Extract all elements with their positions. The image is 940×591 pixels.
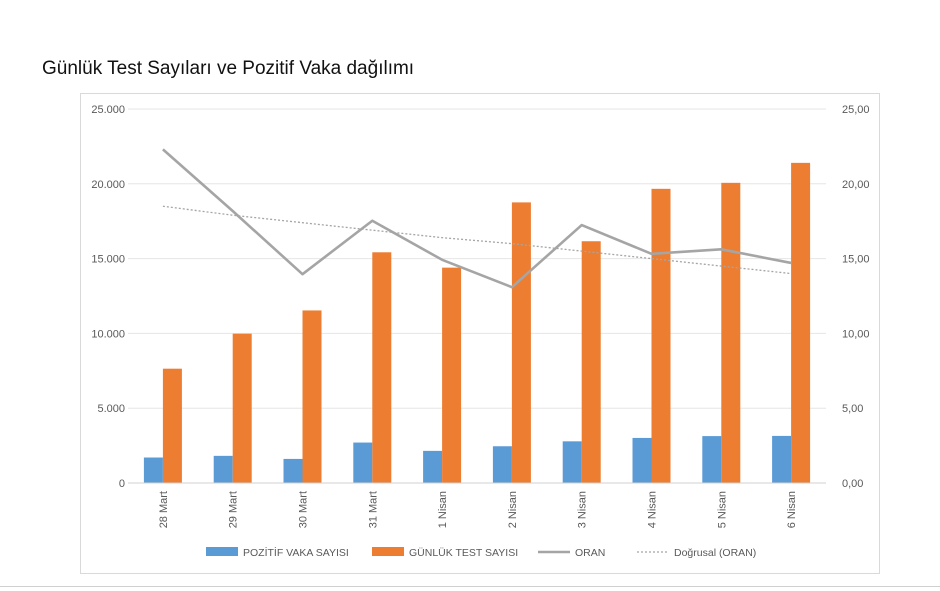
- legend-gunluk-test-swatch: [372, 547, 404, 556]
- trendline-oran: [162, 205, 792, 275]
- combo-chart: 0 5.000 10.000 15.000 20.000 25.000 0,00 5,00 10…: [91, 104, 870, 559]
- x-tick-label: 31 Mart: [367, 491, 379, 528]
- bottom-divider: [0, 586, 940, 587]
- bar-gunluk-test: [232, 333, 252, 483]
- y-left-tick-label: 15.000: [91, 254, 125, 266]
- bar-pozitif-vaka: [143, 457, 163, 483]
- y-left-tick-label: 20.000: [91, 179, 125, 191]
- legend-pozitif-vaka-label: POZİTİF VAKA SAYISI: [243, 546, 349, 559]
- legend-trendline-label: Doğrusal (ORAN): [674, 547, 756, 559]
- legend-gunluk-test-label: GÜNLÜK TEST SAYISI: [409, 547, 518, 559]
- y-left-tick-label: 25.000: [91, 104, 125, 116]
- x-tick-label: 28 Mart: [158, 491, 170, 528]
- y-left-tick-label: 10.000: [91, 328, 125, 340]
- x-tick-label: 30 Mart: [298, 491, 310, 528]
- x-tick-label: 1 Nisan: [437, 491, 449, 528]
- bar-gunluk-test: [302, 310, 322, 483]
- bar-pozitif-vaka: [702, 436, 722, 483]
- y-right-tick-label: 20,00: [842, 179, 870, 191]
- bar-pozitif-vaka: [562, 441, 582, 483]
- bar-gunluk-test: [162, 368, 182, 483]
- y-right-tick-label: 5,00: [842, 403, 863, 415]
- bar-pozitif-vaka: [353, 442, 373, 483]
- bar-pozitif-vaka: [632, 437, 652, 483]
- bar-gunluk-test: [372, 252, 392, 483]
- bar-gunluk-test: [511, 202, 531, 484]
- chart-frame: 0 5.000 10.000 15.000 20.000 25.000 0,00 5,00 10…: [80, 93, 880, 574]
- x-tick-label: 3 Nisan: [577, 491, 589, 528]
- x-tick-label: 2 Nisan: [507, 491, 519, 528]
- bar-pozitif-vaka: [423, 450, 443, 483]
- y-left-tick-label: 5.000: [97, 403, 125, 415]
- x-tick-label: 4 Nisan: [647, 491, 659, 528]
- bar-gunluk-test: [442, 267, 462, 483]
- y-left-tick-label: 0: [119, 478, 125, 490]
- y-right-tick-label: 10,00: [842, 328, 870, 340]
- bar-pozitif-vaka: [213, 455, 233, 483]
- x-tick-label: 5 Nisan: [716, 491, 728, 528]
- bar-gunluk-test: [581, 241, 601, 483]
- y-right-tick-label: 25,00: [842, 104, 870, 116]
- legend-oran-label: ORAN: [575, 547, 605, 559]
- x-tick-label: 29 Mart: [228, 491, 240, 528]
- legend-pozitif-vaka-swatch: [206, 547, 238, 556]
- bar-pozitif-vaka: [772, 435, 792, 483]
- bar-gunluk-test: [791, 162, 811, 483]
- line-oran: [162, 148, 792, 289]
- y-right-tick-label: 0,00: [842, 478, 863, 490]
- bar-pozitif-vaka: [283, 458, 303, 483]
- bar-gunluk-test: [651, 188, 671, 483]
- y-right-tick-label: 15,00: [842, 254, 870, 266]
- bar-pozitif-vaka: [492, 446, 512, 483]
- bar-gunluk-test: [721, 182, 741, 483]
- slide-title: Günlük Test Sayıları ve Pozitif Vaka dağ…: [42, 58, 415, 79]
- x-tick-label: 6 Nisan: [786, 491, 798, 528]
